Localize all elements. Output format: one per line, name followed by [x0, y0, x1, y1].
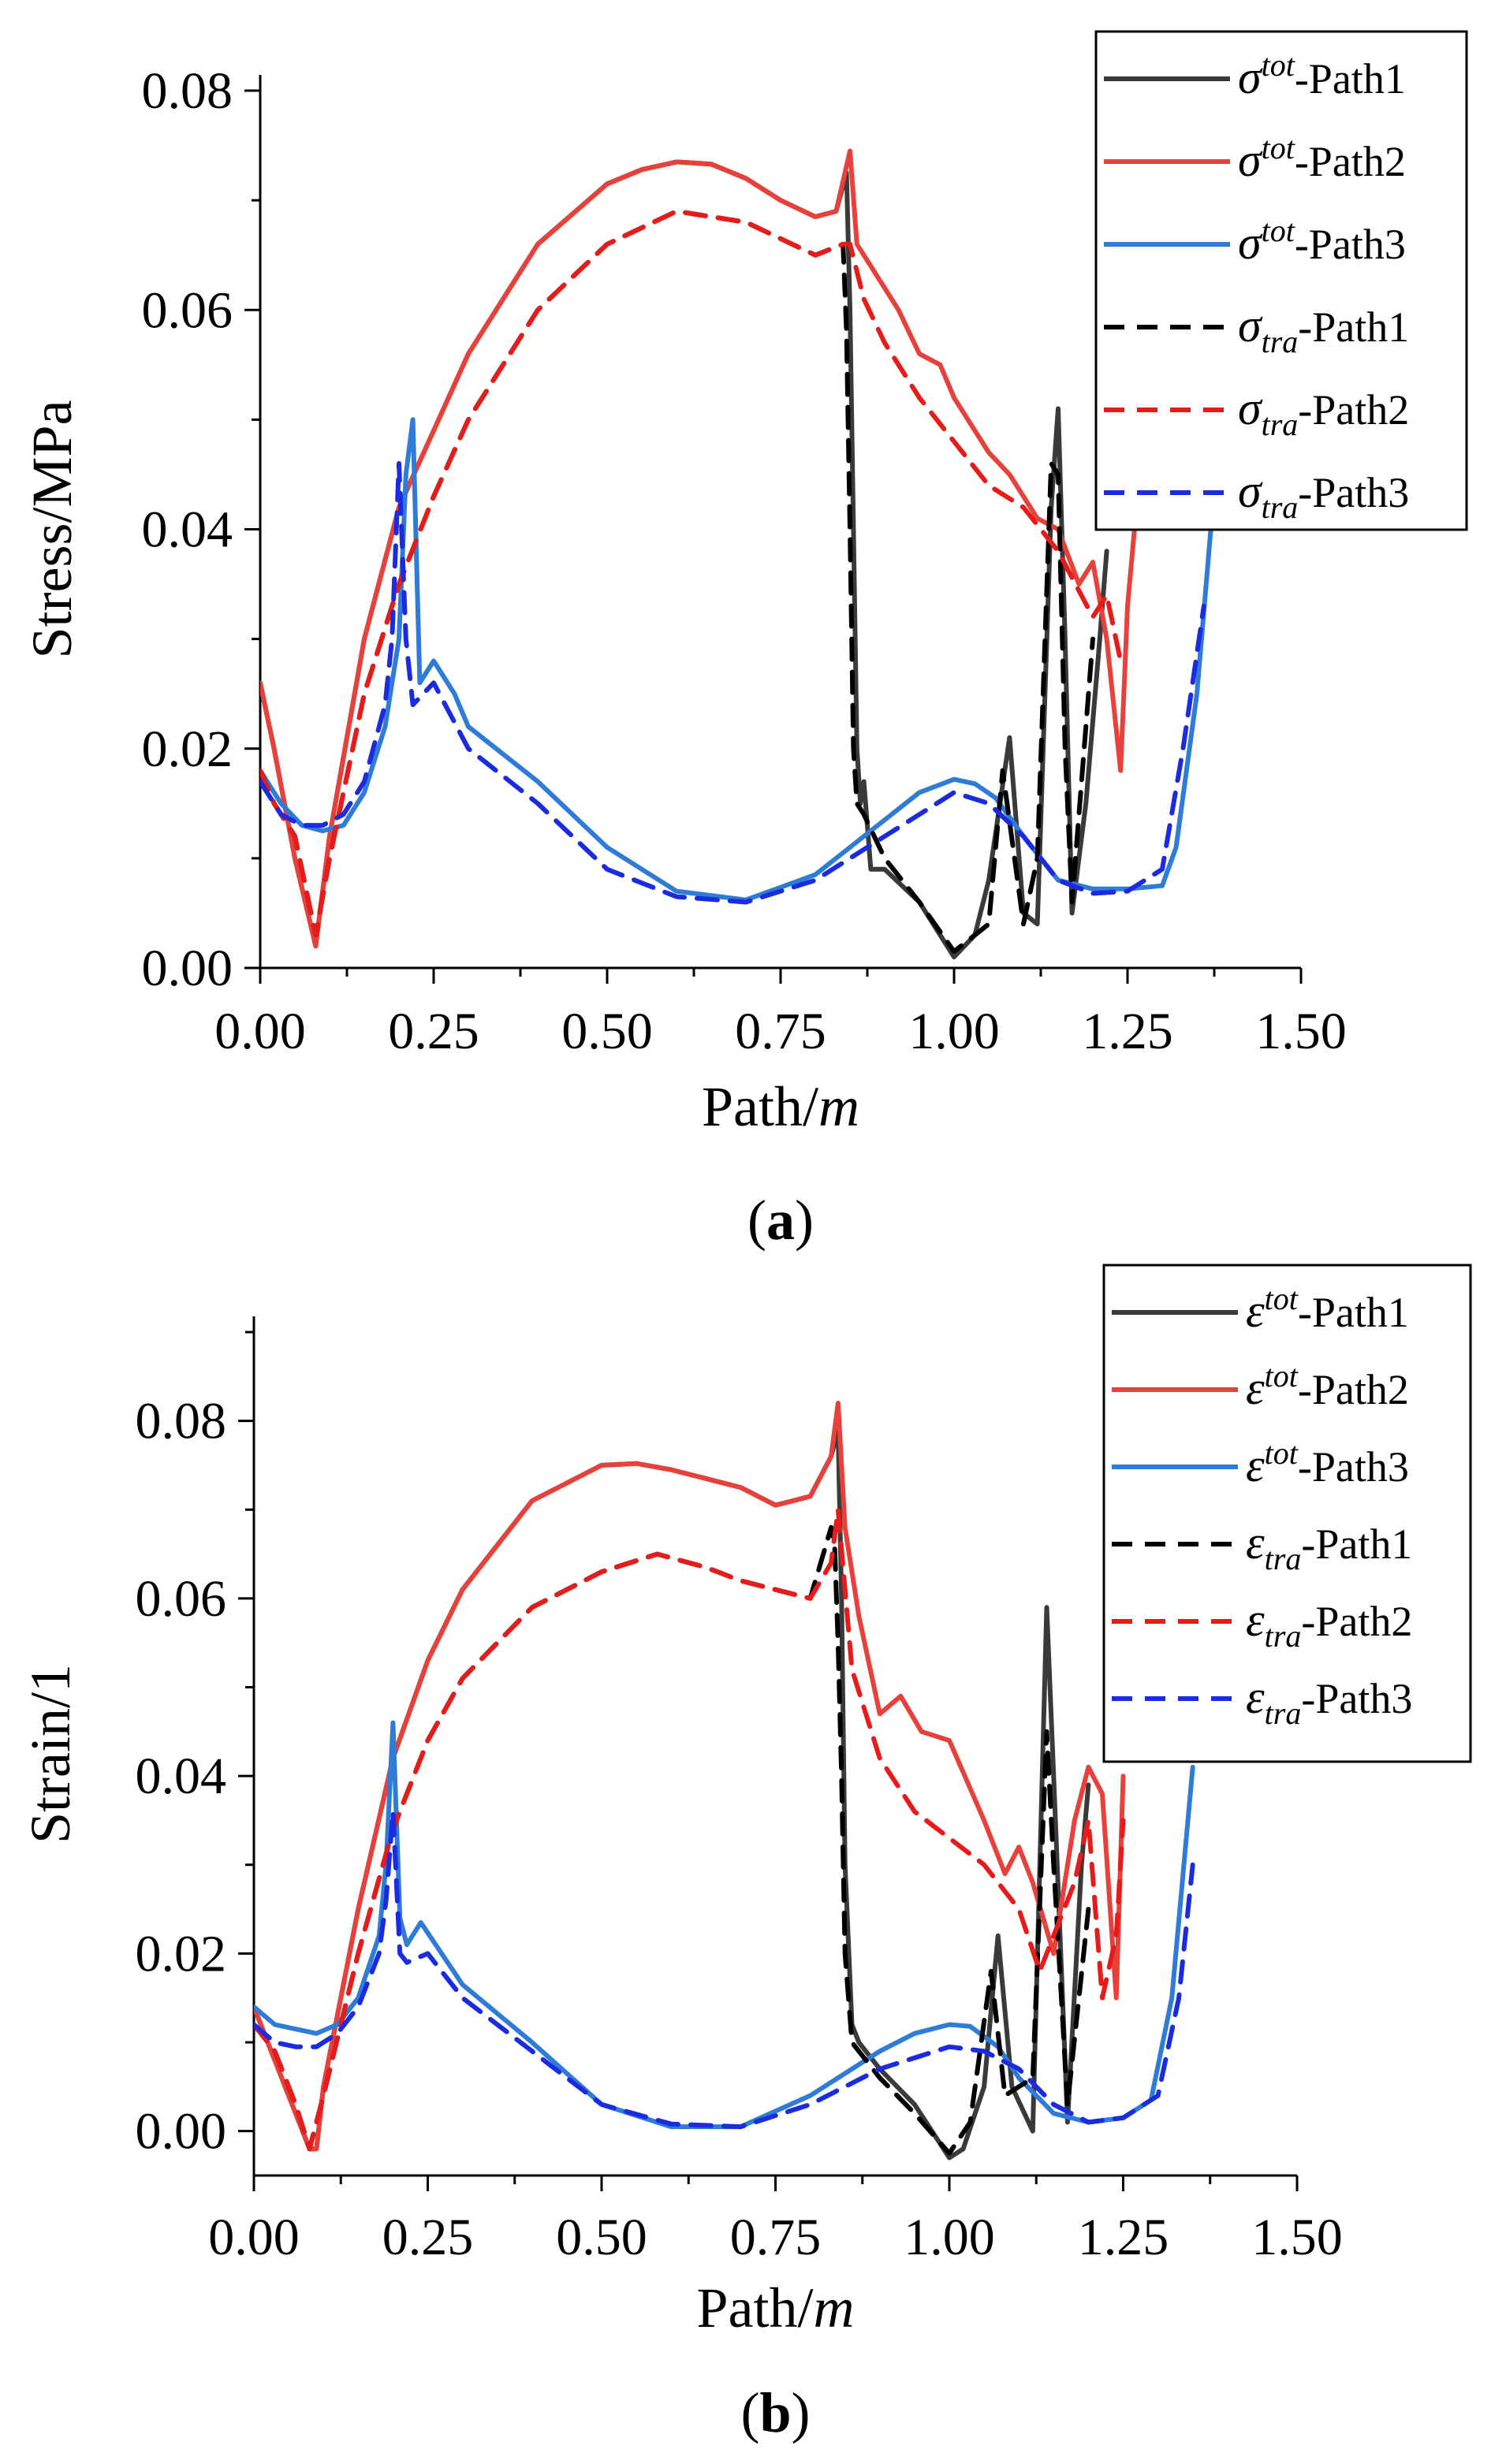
panel-a: 0.00 0.25 0.50 0.75 1.00 1.25 1.50 0.00 0.02 0.04… — [21, 30, 1468, 1252]
y-tick-label: 0.06 — [142, 281, 233, 339]
y-tick-label: 0.08 — [142, 62, 233, 120]
panel-b: 0.00 0.25 0.50 0.75 1.00 1.25 1.50 0.00 0.02 0.04… — [19, 1264, 1472, 2444]
series-line-path1-tot — [254, 1427, 1091, 2161]
series-line-path1-tra — [254, 1524, 1091, 2156]
x-tick-label: 0.25 — [388, 1003, 479, 1060]
x-tick-label: 1.25 — [1082, 1003, 1173, 1060]
series-line-path2-tot — [254, 1401, 1126, 2152]
legend-entry: εtra-Path3 — [1246, 1671, 1412, 1731]
legend-entry: σtot-Path2 — [1238, 130, 1406, 186]
series-group — [260, 148, 1213, 960]
series-group — [254, 1401, 1195, 2161]
legend-entry: εtot-Path3 — [1246, 1435, 1409, 1491]
x-tick-label: 1.25 — [1078, 2209, 1169, 2266]
series-line-path3-tot — [260, 417, 1213, 903]
legend-entry: σtot-Path3 — [1238, 213, 1406, 269]
y-tick-label: 0.00 — [142, 940, 233, 997]
y-tick-label: 0.04 — [142, 501, 233, 559]
x-tick-label: 0.00 — [208, 2209, 300, 2266]
y-axis-title: Stress/MPa — [21, 400, 84, 658]
legend-entry: σtra-Path3 — [1238, 465, 1409, 525]
x-axis-title: Path/m — [696, 2276, 854, 2339]
panel-caption: (a) — [747, 1189, 814, 1252]
series-line-path2-tot — [260, 148, 1137, 949]
legend-entry: σtra-Path1 — [1238, 300, 1409, 359]
x-axis-title: Path/m — [702, 1075, 859, 1138]
legend-entry: εtot-Path1 — [1246, 1281, 1409, 1337]
x-tick-label: 0.25 — [382, 2209, 474, 2266]
y-tick-label: 0.06 — [136, 1570, 227, 1628]
legend-box — [1102, 1264, 1472, 1763]
legend-entry: εtra-Path2 — [1246, 1594, 1412, 1654]
legend: σtot-Path1 σtot-Path2 σtot-Path3 σtra-Path1… — [1094, 30, 1468, 531]
y-tick-label: 0.02 — [142, 720, 233, 778]
legend-entry: σtot-Path1 — [1238, 47, 1406, 103]
series-line-path3-tra — [260, 461, 1206, 905]
x-tick-label: 1.00 — [908, 1003, 1000, 1060]
y-tick-label: 0.02 — [136, 1925, 227, 1982]
x-tick-label: 0.50 — [561, 1003, 653, 1060]
x-tick-label: 1.50 — [1255, 1003, 1347, 1060]
y-tick-label: 0.08 — [136, 1393, 227, 1450]
x-tick-label: 0.75 — [730, 2209, 822, 2266]
legend-entry: εtra-Path1 — [1246, 1517, 1412, 1576]
x-tick-label: 1.50 — [1251, 2209, 1343, 2266]
y-axis-title: Strain/1 — [19, 1664, 82, 1844]
series-line-path2-tra — [260, 209, 1124, 938]
legend: εtot-Path1 εtot-Path2 εtot-Path3 εtra-Path1… — [1102, 1264, 1472, 1763]
legend-box — [1094, 30, 1468, 531]
x-tick-label: 0.00 — [214, 1003, 306, 1060]
y-tick-label: 0.04 — [136, 1748, 227, 1805]
x-tick-label: 0.50 — [556, 2209, 647, 2266]
legend-entry: εtot-Path2 — [1246, 1358, 1409, 1414]
series-line-path2-tra — [254, 1507, 1126, 2152]
x-tick-label: 1.00 — [904, 2209, 995, 2266]
series-line-path3-tra — [254, 1809, 1195, 2130]
y-tick-label: 0.00 — [136, 2103, 227, 2161]
x-tick-label: 0.75 — [735, 1003, 826, 1060]
legend-entry: σtra-Path2 — [1238, 382, 1409, 442]
panel-caption: (b) — [740, 2381, 810, 2444]
series-line-path1-tra — [260, 209, 1095, 955]
